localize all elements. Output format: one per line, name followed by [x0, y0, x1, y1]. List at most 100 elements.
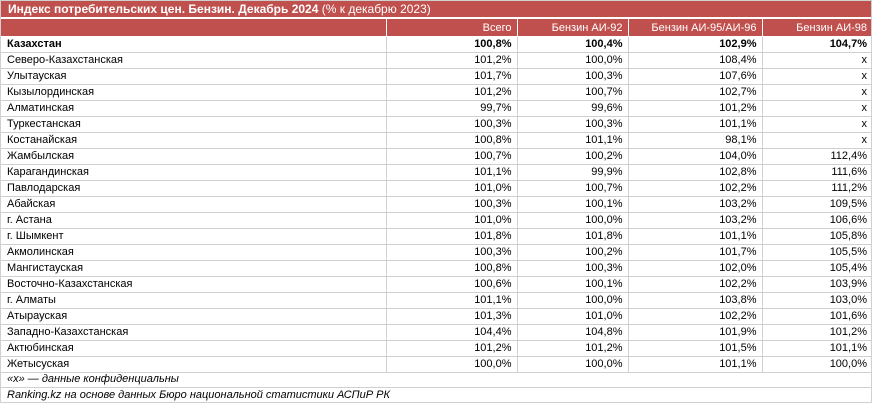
table-row: Туркестанская 100,3% 100,3% 101,1% x	[0, 116, 872, 133]
region-name: Алматинская	[0, 100, 386, 117]
region-name: Костанайская	[0, 132, 386, 149]
value-total: 100,0%	[385, 356, 517, 373]
value-total: 101,3%	[385, 308, 517, 325]
value-ai95-96: 102,2%	[627, 276, 762, 293]
value-ai98: 103,9%	[761, 276, 872, 293]
value-ai95-96: 102,9%	[627, 36, 762, 53]
value-total: 101,7%	[385, 68, 517, 85]
region-name: Жамбылская	[0, 148, 386, 165]
table-row: Актюбинская 101,2% 101,2% 101,5% 101,1%	[0, 340, 872, 357]
value-ai95-96: 102,2%	[627, 308, 762, 325]
table-row: Карагандинская 101,1% 99,9% 102,8% 111,6%	[0, 164, 872, 181]
table-row: г. Алматы 101,1% 100,0% 103,8% 103,0%	[0, 292, 872, 309]
value-ai95-96: 101,2%	[627, 100, 762, 117]
table-row: Абайская 100,3% 100,1% 103,2% 109,5%	[0, 196, 872, 213]
table-row: Западно-Казахстанская 104,4% 104,8% 101,9% 1…	[0, 324, 872, 341]
value-ai98: 106,6%	[761, 212, 872, 229]
region-name: Павлодарская	[0, 180, 386, 197]
table-row: Алматинская 99,7% 99,6% 101,2% x	[0, 100, 872, 117]
confidential-note: «х» — данные конфиденциальны	[7, 373, 179, 385]
table-title-bold: Индекс потребительских цен. Бензин. Дека…	[8, 2, 319, 16]
value-ai92: 100,7%	[516, 84, 628, 101]
region-name: Восточно-Казахстанская	[0, 276, 386, 293]
header-ai92: Бензин АИ-92	[516, 18, 628, 37]
value-total: 100,3%	[385, 196, 517, 213]
value-total: 101,1%	[385, 164, 517, 181]
table-row: Мангистауская 100,8% 100,3% 102,0% 105,4%	[0, 260, 872, 277]
table-row: Северо-Казахстанская 101,2% 100,0% 108,4% x	[0, 52, 872, 69]
value-ai95-96: 107,6%	[627, 68, 762, 85]
header-region	[0, 18, 386, 37]
region-name: Северо-Казахстанская	[0, 52, 386, 69]
value-ai95-96: 101,1%	[627, 116, 762, 133]
value-total: 100,6%	[385, 276, 517, 293]
table-row: Жетысуская 100,0% 100,0% 101,1% 100,0%	[0, 356, 872, 373]
value-total: 101,8%	[385, 228, 517, 245]
value-ai98: 111,2%	[761, 180, 872, 197]
header-ai95-96: Бензин АИ-95/АИ-96	[627, 18, 762, 37]
value-ai95-96: 101,9%	[627, 324, 762, 341]
region-name: Абайская	[0, 196, 386, 213]
value-ai95-96: 101,5%	[627, 340, 762, 357]
value-ai98: 101,6%	[761, 308, 872, 325]
value-ai95-96: 102,0%	[627, 260, 762, 277]
region-name: Актюбинская	[0, 340, 386, 357]
value-ai98: 101,1%	[761, 340, 872, 357]
region-name: Кызылординская	[0, 84, 386, 101]
value-ai98: x	[761, 52, 872, 69]
table-title: Индекс потребительских цен. Бензин. Дека…	[0, 0, 872, 18]
value-ai92: 104,8%	[516, 324, 628, 341]
value-ai98: x	[761, 132, 872, 149]
value-ai92: 100,2%	[516, 244, 628, 261]
value-ai98: 109,5%	[761, 196, 872, 213]
region-name: Акмолинская	[0, 244, 386, 261]
value-total: 101,1%	[385, 292, 517, 309]
region-name: Западно-Казахстанская	[0, 324, 386, 341]
value-ai92: 100,1%	[516, 196, 628, 213]
value-ai92: 101,0%	[516, 308, 628, 325]
header-row: Всего Бензин АИ-92 Бензин АИ-95/АИ-96 Бе…	[0, 18, 872, 37]
value-ai98: 100,0%	[761, 356, 872, 373]
table-row: Улытауская 101,7% 100,3% 107,6% x	[0, 68, 872, 85]
table-row: Жамбылская 100,7% 100,2% 104,0% 112,4%	[0, 148, 872, 165]
region-name: г. Шымкент	[0, 228, 386, 245]
value-ai92: 101,1%	[516, 132, 628, 149]
value-ai92: 99,9%	[516, 164, 628, 181]
table-row: Восточно-Казахстанская 100,6% 100,1% 102,2%…	[0, 276, 872, 293]
table-row: Павлодарская 101,0% 100,7% 102,2% 111,2%	[0, 180, 872, 197]
table-row: Атырауская 101,3% 101,0% 102,2% 101,6%	[0, 308, 872, 325]
value-ai92: 99,6%	[516, 100, 628, 117]
value-total: 100,8%	[385, 260, 517, 277]
value-total: 100,3%	[385, 244, 517, 261]
value-ai95-96: 101,7%	[627, 244, 762, 261]
value-ai92: 100,0%	[516, 356, 628, 373]
region-name: Туркестанская	[0, 116, 386, 133]
value-total: 100,8%	[385, 36, 517, 53]
value-ai98: 105,5%	[761, 244, 872, 261]
value-total: 101,0%	[385, 180, 517, 197]
value-ai95-96: 103,2%	[627, 212, 762, 229]
value-ai98: 101,2%	[761, 324, 872, 341]
region-name: Карагандинская	[0, 164, 386, 181]
value-ai92: 100,0%	[516, 52, 628, 69]
value-ai98: 103,0%	[761, 292, 872, 309]
value-ai92: 100,7%	[516, 180, 628, 197]
value-ai98: 111,6%	[761, 164, 872, 181]
value-ai92: 100,4%	[516, 36, 628, 53]
region-name: Казахстан	[0, 36, 386, 53]
value-ai95-96: 103,8%	[627, 292, 762, 309]
region-name: г. Астана	[0, 212, 386, 229]
value-total: 101,2%	[385, 340, 517, 357]
value-ai95-96: 103,2%	[627, 196, 762, 213]
value-ai98: 105,8%	[761, 228, 872, 245]
value-ai92: 100,1%	[516, 276, 628, 293]
table-title-period: (% к декабрю 2023)	[318, 2, 431, 16]
header-ai98: Бензин АИ-98	[761, 18, 872, 37]
value-ai98: x	[761, 84, 872, 101]
value-ai92: 100,2%	[516, 148, 628, 165]
region-name: Улытауская	[0, 68, 386, 85]
table-row-national: Казахстан 100,8% 100,4% 102,9% 104,7%	[0, 36, 872, 53]
value-ai98: x	[761, 100, 872, 117]
table-row: г. Астана 101,0% 100,0% 103,2% 106,6%	[0, 212, 872, 229]
